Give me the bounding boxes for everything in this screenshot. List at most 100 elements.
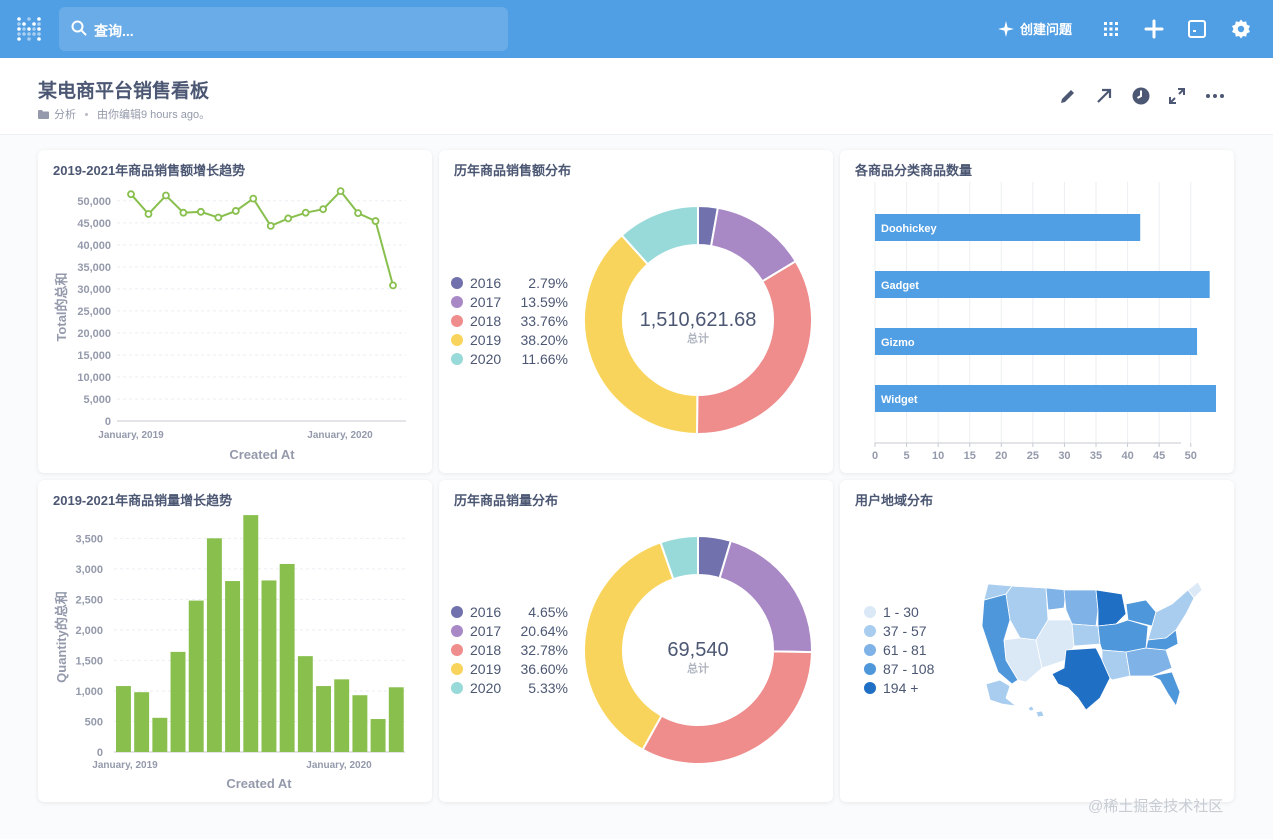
bar[interactable] [297, 656, 313, 752]
share-arrow-icon[interactable] [1094, 86, 1114, 106]
map-region-upper-midwest[interactable] [1095, 589, 1127, 627]
data-point[interactable] [371, 217, 380, 225]
pencil-icon[interactable] [1058, 86, 1078, 106]
map-region-mid-atlantic[interactable] [1145, 629, 1179, 651]
apps-grid-icon[interactable] [1101, 19, 1121, 39]
legend-item[interactable]: 2019 36.60% [451, 659, 568, 678]
legend-percent: 36.60% [520, 660, 568, 677]
bar[interactable] [875, 385, 1216, 412]
bar[interactable] [261, 580, 277, 752]
bar[interactable] [875, 271, 1210, 298]
data-point[interactable] [319, 205, 328, 214]
plus-icon[interactable] [1144, 19, 1164, 39]
bar[interactable] [152, 717, 168, 752]
data-point[interactable] [249, 194, 258, 203]
clock-icon[interactable] [1131, 86, 1151, 106]
map-region-hawaii[interactable] [1027, 705, 1045, 718]
data-point[interactable] [144, 210, 153, 218]
collection-link[interactable]: 分析 [54, 109, 76, 121]
pie-slice[interactable] [718, 539, 813, 654]
map-region-midwest[interactable] [1097, 619, 1149, 653]
bar[interactable] [875, 214, 1141, 241]
bar[interactable] [206, 538, 222, 752]
legend-item[interactable]: 2020 5.33% [451, 678, 568, 697]
card-category-count[interactable]: 0 5 10 15 20 25 30 35 40 45 50 Doohickey Gadget Gizmo… [840, 150, 1234, 473]
console-icon[interactable] [1187, 19, 1207, 39]
legend-item[interactable]: 2019 38.20% [451, 330, 568, 349]
legend-item[interactable]: 194 + [864, 678, 934, 697]
map-region-texas[interactable] [1051, 647, 1111, 711]
card-quantity-trend[interactable]: 0 500 1,000 1,500 2,000 2,500 3,000 3,500 Januar… [38, 480, 432, 802]
bar[interactable] [188, 600, 204, 752]
map-region-southwest[interactable] [1003, 637, 1043, 683]
data-point[interactable] [127, 190, 135, 199]
legend-item[interactable]: 2016 4.65% [451, 603, 568, 622]
legend-item[interactable]: 2020 11.66% [451, 349, 568, 368]
map-region-new-england[interactable] [1187, 581, 1203, 599]
card-user-region[interactable]: 用户地域分布 1 - 30 37 - 57 61 - 81 87 - 108 194 + [840, 480, 1234, 802]
legend-item[interactable]: 2016 2.79% [451, 274, 568, 293]
bar[interactable] [875, 328, 1198, 355]
bar[interactable] [243, 515, 259, 752]
gear-icon[interactable] [1231, 19, 1251, 39]
data-point[interactable] [284, 214, 293, 223]
new-question-button[interactable]: 创建问题 [998, 19, 1072, 38]
fullscreen-icon[interactable] [1167, 86, 1187, 106]
pie-slice[interactable] [620, 204, 699, 266]
card-title[interactable]: 2019-2021年商品销量增长趋势 [53, 493, 233, 508]
card-title[interactable]: 历年商品销售额分布 [454, 163, 572, 178]
search-bar[interactable]: 查询... [59, 7, 508, 51]
bar[interactable] [388, 687, 404, 752]
data-point[interactable] [301, 208, 310, 217]
legend-item[interactable]: 87 - 108 [864, 659, 934, 678]
card-title[interactable]: 2019-2021年商品销售额增长趋势 [53, 163, 246, 178]
legend-item[interactable]: 2018 33.76% [451, 312, 568, 331]
bar[interactable] [316, 686, 331, 752]
legend-item[interactable]: 1 - 30 [864, 603, 934, 622]
legend-item[interactable]: 37 - 57 [864, 622, 934, 641]
card-quantity-pie[interactable]: 69,540 总计 历年商品销量分布 2016 4.65% 2017 20.64% 201… [439, 480, 833, 802]
card-title[interactable]: 历年商品销量分布 [454, 493, 559, 508]
map-region-florida[interactable] [1150, 671, 1181, 707]
data-point[interactable] [214, 213, 223, 222]
bar[interactable] [370, 719, 386, 752]
data-point[interactable] [354, 209, 362, 218]
data-point[interactable] [162, 191, 170, 200]
map-region-alaska[interactable] [985, 679, 1018, 707]
card-title[interactable]: 用户地域分布 [855, 493, 934, 508]
data-point[interactable] [389, 281, 397, 290]
bar[interactable] [225, 581, 241, 752]
data-point[interactable] [196, 207, 205, 216]
map-region-northeast[interactable] [1147, 589, 1195, 641]
legend-item[interactable]: 61 - 81 [864, 641, 934, 660]
pie-slice[interactable] [583, 233, 699, 436]
legend-item[interactable]: 2017 20.64% [451, 622, 568, 641]
bar[interactable] [279, 563, 295, 752]
last-edited-text[interactable]: 由你编辑9 hours ago。 [97, 109, 211, 121]
pie-slice[interactable] [641, 650, 814, 765]
bar[interactable] [170, 651, 186, 752]
card-title[interactable]: 各商品分类商品数量 [855, 163, 973, 178]
bar[interactable] [134, 692, 150, 752]
pie-slice[interactable] [583, 541, 675, 752]
data-point[interactable] [231, 207, 240, 215]
bar[interactable] [334, 679, 350, 752]
pie-slice[interactable] [659, 534, 699, 581]
more-options-icon[interactable] [1205, 86, 1225, 106]
map-region-plains-central[interactable] [1071, 623, 1101, 647]
card-sales-pie[interactable]: 1,510,621.68 总计 历年商品销售额分布 2016 2.79% 2017 13… [439, 150, 833, 473]
legend-item[interactable]: 2017 13.59% [451, 293, 568, 312]
us-choropleth-map[interactable] [976, 580, 1206, 730]
card-sales-trend[interactable]: 0 5,000 10,000 15,000 20,000 25,000 30,000 35,0… [38, 150, 432, 473]
data-point[interactable] [179, 208, 188, 217]
legend-item[interactable]: 2018 32.78% [451, 641, 568, 660]
metabase-logo-icon[interactable] [16, 16, 42, 42]
data-point[interactable] [336, 187, 345, 196]
data-point[interactable] [266, 222, 275, 230]
map-region-southeast[interactable] [1125, 647, 1173, 677]
bar[interactable] [352, 695, 368, 752]
x-tick-label: 40 [1121, 450, 1133, 462]
page-title[interactable]: 某电商平台销售看板 [38, 81, 210, 102]
bar[interactable] [116, 686, 131, 752]
pie-slice[interactable] [695, 259, 813, 435]
